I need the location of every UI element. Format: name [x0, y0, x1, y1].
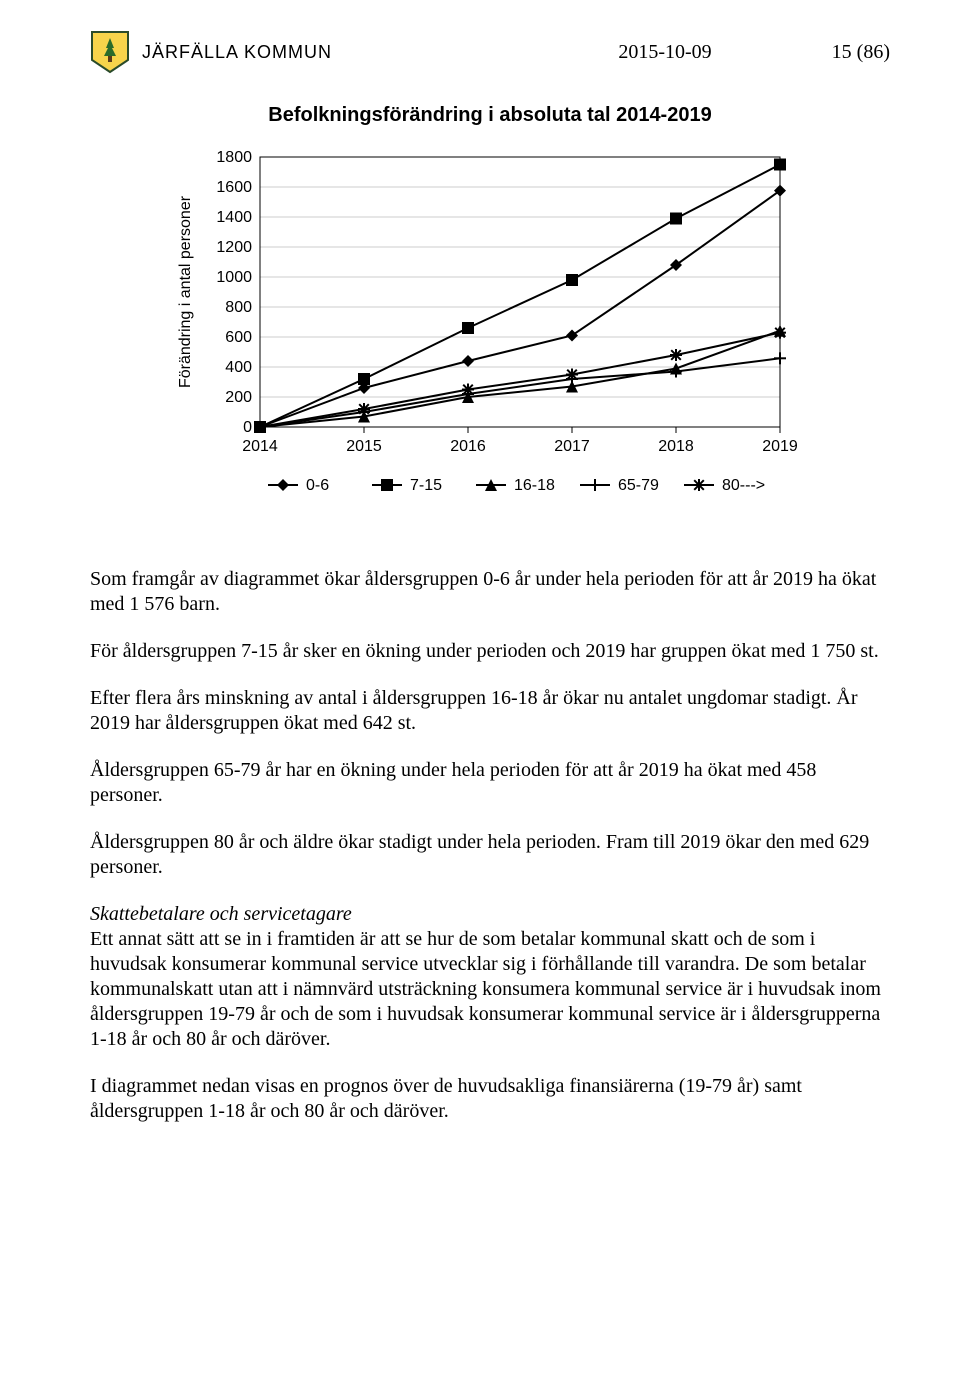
svg-text:200: 200: [225, 389, 252, 406]
svg-text:2019: 2019: [762, 438, 798, 455]
paragraph: Skattebetalare och servicetagare Ett ann…: [90, 902, 890, 1052]
paragraph: Efter flera års minskning av antal i åld…: [90, 686, 890, 736]
svg-text:1000: 1000: [216, 269, 252, 286]
paragraph: I diagrammet nedan visas en prognos över…: [90, 1074, 890, 1124]
svg-text:Förändring i antal personer: Förändring i antal personer: [177, 195, 194, 388]
paragraph: För åldersgruppen 7-15 år sker en ökning…: [90, 639, 890, 664]
svg-text:800: 800: [225, 299, 252, 316]
svg-text:16-18: 16-18: [514, 477, 555, 494]
svg-text:600: 600: [225, 329, 252, 346]
svg-text:1400: 1400: [216, 209, 252, 226]
chart-title: Befolkningsförändring i absoluta tal 201…: [90, 104, 890, 127]
svg-text:1200: 1200: [216, 239, 252, 256]
svg-text:7-15: 7-15: [410, 477, 442, 494]
svg-text:0-6: 0-6: [306, 477, 329, 494]
paragraph: Åldersgruppen 65-79 år har en ökning und…: [90, 758, 890, 808]
header-page-number: 15 (86): [832, 41, 890, 64]
svg-text:2017: 2017: [554, 438, 590, 455]
svg-text:2018: 2018: [658, 438, 694, 455]
svg-text:80--->: 80--->: [722, 477, 765, 494]
svg-text:1600: 1600: [216, 179, 252, 196]
subheading: Skattebetalare och servicetagare: [90, 902, 890, 927]
population-change-chart: 0 200 400 600 800 1000 1200 1400 1600 1800 2014 201…: [170, 147, 810, 527]
paragraph: Som framgår av diagrammet ökar åldersgru…: [90, 567, 890, 617]
municipality-logo-icon: [90, 30, 130, 74]
paragraph-text: Ett annat sätt att se in i framtiden är …: [90, 928, 881, 1050]
svg-text:400: 400: [225, 359, 252, 376]
svg-text:65-79: 65-79: [618, 477, 659, 494]
svg-text:2014: 2014: [242, 438, 278, 455]
page-header: JÄRFÄLLA KOMMUN 2015-10-09 15 (86): [90, 30, 890, 74]
chart-svg: 0 200 400 600 800 1000 1200 1400 1600 1800 2014 201…: [170, 147, 810, 527]
svg-text:0: 0: [243, 419, 252, 436]
svg-text:1800: 1800: [216, 149, 252, 166]
svg-text:2016: 2016: [450, 438, 486, 455]
page: JÄRFÄLLA KOMMUN 2015-10-09 15 (86) Befol…: [0, 0, 960, 1400]
org-name: JÄRFÄLLA KOMMUN: [142, 42, 618, 63]
body-text: Som framgår av diagrammet ökar åldersgru…: [90, 567, 890, 1124]
svg-text:2015: 2015: [346, 438, 382, 455]
header-date: 2015-10-09: [618, 41, 711, 64]
paragraph: Åldersgruppen 80 år och äldre ökar stadi…: [90, 830, 890, 880]
